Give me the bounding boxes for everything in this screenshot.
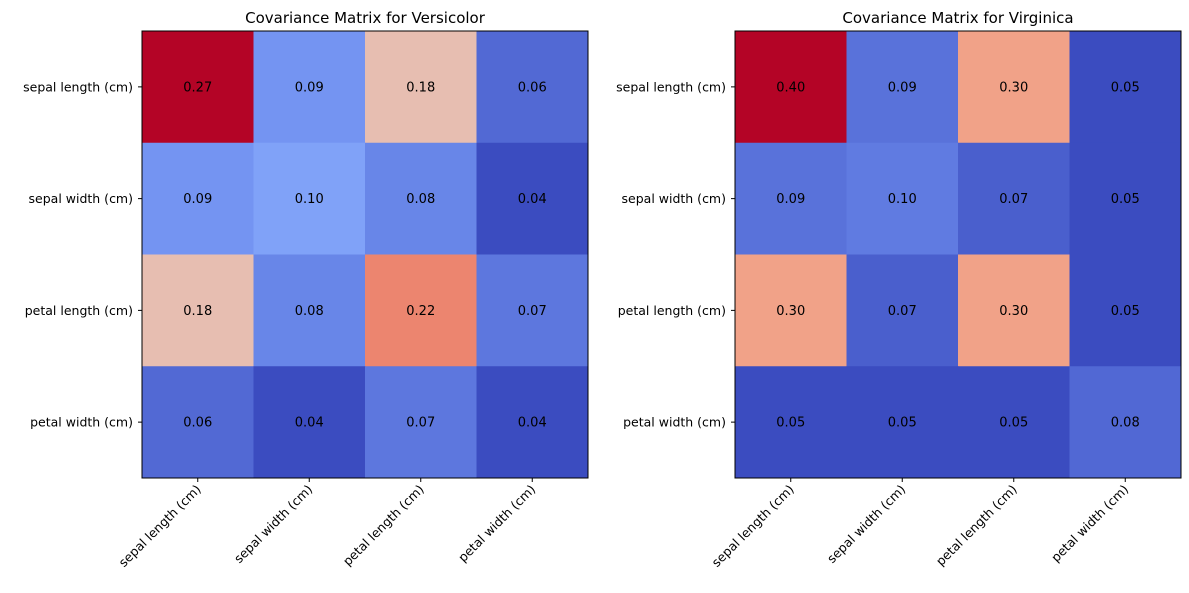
heatmap-cell-r2-c0 [735, 254, 847, 367]
cell-value-label: 0.10 [888, 192, 917, 207]
cell-value-label: 0.05 [1111, 80, 1140, 95]
cell-value-label: 0.08 [1111, 416, 1140, 431]
cell-value-label: 0.18 [183, 304, 212, 319]
cell-value-label: 0.09 [183, 192, 212, 207]
cell-value-label: 0.05 [1111, 304, 1140, 319]
cell-value-label: 0.09 [776, 192, 805, 207]
y-tick-label: sepal width (cm) [29, 191, 133, 206]
cell-value-label: 0.05 [776, 416, 805, 431]
heatmap-cell-r0-c1 [253, 31, 366, 144]
y-tick-label: petal width (cm) [30, 415, 133, 430]
y-tick-label: sepal length (cm) [616, 79, 726, 94]
heatmap-cell-r3-c3 [476, 366, 589, 479]
heatmap-cell-r2-c0 [142, 254, 254, 367]
heatmap-cell-r1-c0 [735, 142, 847, 255]
axes-frame [734, 30, 1182, 479]
heatmap-cell-r1-c3 [1069, 142, 1182, 255]
cell-value-label: 0.22 [406, 304, 435, 319]
heatmap-cell-r0-c2 [365, 31, 477, 144]
heatmap-cell-r2-c3 [1069, 254, 1182, 367]
cell-value-label: 0.07 [888, 304, 917, 319]
heatmap-panel-2: 0.40 0.09 0.30 0.05 0.09 0.10 0.07 0.05 0.30 0.07… [616, 9, 1182, 570]
heatmap-cell-r0-c2 [958, 31, 1070, 144]
heatmap-cell-r1-c2 [365, 142, 477, 255]
heatmap-cell-r0-c0 [735, 31, 847, 144]
chart-title: Covariance Matrix for Virginica [842, 9, 1073, 27]
cell-value-label: 0.04 [295, 416, 324, 431]
cell-value-label: 0.07 [406, 416, 435, 431]
axes-frame [141, 30, 589, 479]
y-tick-label: sepal width (cm) [622, 191, 726, 206]
cell-value-label: 0.08 [406, 192, 435, 207]
y-tick-label: sepal length (cm) [23, 79, 133, 94]
heatmap-cell-r0-c3 [1069, 31, 1182, 144]
heatmap-cell-r3-c0 [142, 366, 254, 479]
cell-value-label: 0.05 [999, 416, 1028, 431]
y-tick-label: petal length (cm) [618, 303, 726, 318]
cell-value-label: 0.05 [888, 416, 917, 431]
heatmap-cell-r2-c2 [958, 254, 1070, 367]
cell-value-label: 0.30 [999, 80, 1028, 95]
heatmap-cell-r2-c1 [846, 254, 959, 367]
cell-value-label: 0.30 [776, 304, 805, 319]
cell-value-label: 0.07 [999, 192, 1028, 207]
heatmap-cell-r1-c3 [476, 142, 589, 255]
heatmap-cell-r3-c3 [1069, 366, 1182, 479]
chart-title: Covariance Matrix for Versicolor [245, 9, 486, 27]
heatmap-cell-r3-c0 [735, 366, 847, 479]
cell-value-label: 0.06 [183, 416, 212, 431]
cell-value-label: 0.09 [888, 80, 917, 95]
cell-value-label: 0.04 [518, 192, 547, 207]
heatmap-cell-r2-c1 [253, 254, 366, 367]
cell-value-label: 0.04 [518, 416, 547, 431]
cell-value-label: 0.06 [518, 80, 547, 95]
y-tick-label: petal length (cm) [25, 303, 133, 318]
heatmap-cell-r0-c0 [142, 31, 254, 144]
heatmap-cell-r2-c3 [476, 254, 589, 367]
y-tick-label: petal width (cm) [623, 415, 726, 430]
heatmap-cell-r3-c1 [253, 366, 366, 479]
heatmap-cell-r3-c2 [365, 366, 477, 479]
heatmap-cell-r3-c2 [958, 366, 1070, 479]
heatmap-cell-r3-c1 [846, 366, 959, 479]
cell-value-label: 0.09 [295, 80, 324, 95]
heatmap-cell-r1-c2 [958, 142, 1070, 255]
cell-value-label: 0.27 [183, 80, 212, 95]
cell-value-label: 0.05 [1111, 192, 1140, 207]
cell-value-label: 0.10 [295, 192, 324, 207]
cell-value-label: 0.07 [518, 304, 547, 319]
heatmap-cell-r1-c1 [846, 142, 959, 255]
heatmap-cell-r2-c2 [365, 254, 477, 367]
heatmap-cell-r0-c3 [476, 31, 589, 144]
heatmap-cell-r1-c1 [253, 142, 366, 255]
cell-value-label: 0.08 [295, 304, 324, 319]
cell-value-label: 0.40 [776, 80, 805, 95]
cell-value-label: 0.30 [999, 304, 1028, 319]
cell-value-label: 0.18 [406, 80, 435, 95]
heatmap-cell-r0-c1 [846, 31, 959, 144]
heatmap-cell-r1-c0 [142, 142, 254, 255]
